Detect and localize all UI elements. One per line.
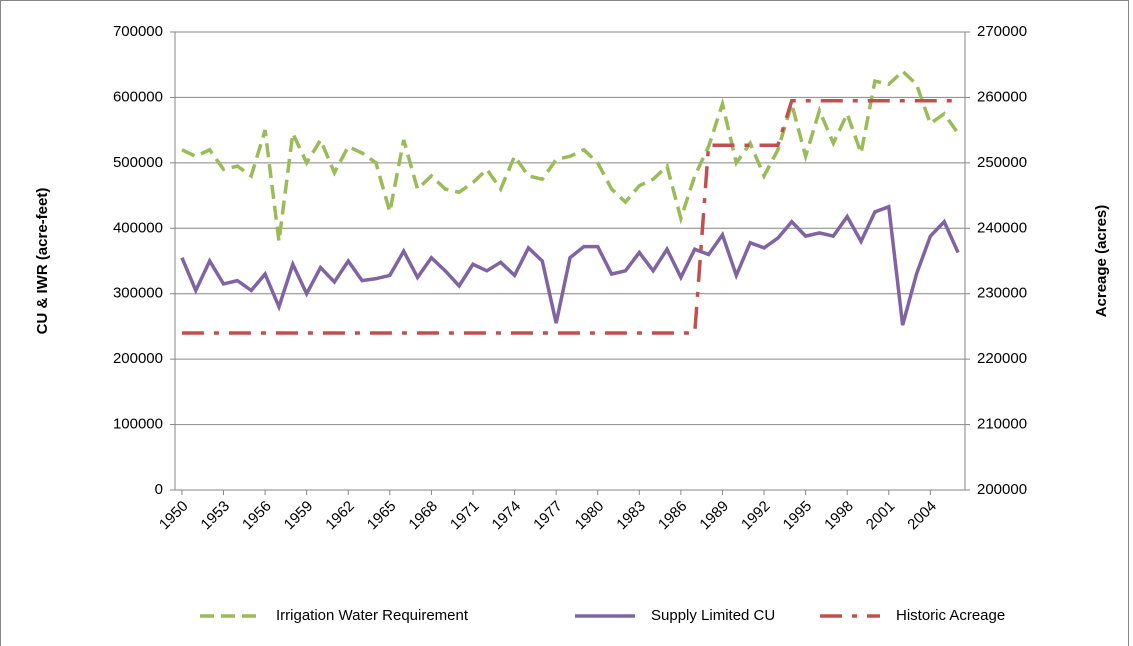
y2-tick-label: 220000 [977,350,1027,367]
x-tick-label: 1989 [696,498,732,534]
x-tick-label: 1974 [489,498,525,534]
y2-tick-label: 210000 [977,416,1027,433]
x-tick-label: 2004 [904,498,940,534]
y2-tick-label: 250000 [977,154,1027,171]
series-line [181,98,959,335]
x-tick-label: 1971 [447,498,483,534]
y-tick-label: 400000 [113,219,163,236]
y2-tick-label: 200000 [977,481,1027,498]
series-line [181,68,960,242]
y-tick-label: 0 [155,481,163,498]
y-tick-label: 100000 [113,416,163,433]
y2-axis-title: Acreage (acres) [1093,205,1110,318]
x-tick-label: 1980 [572,498,608,534]
x-tick-label: 1986 [655,498,691,534]
y2-tick-label: 260000 [977,88,1027,105]
x-tick-label: 1962 [322,498,358,534]
series-line [180,204,960,326]
x-tick-label: 2001 [863,498,899,534]
x-tick-label: 1983 [613,498,649,534]
legend-label: Historic Acreage [896,607,1005,624]
x-tick-label: 1956 [239,498,275,534]
legend-label: Irrigation Water Requirement [276,607,469,624]
x-tick-label: 1977 [530,498,566,534]
x-tick-label: 1959 [281,498,317,534]
legend-label: Supply Limited CU [651,607,775,624]
y-axis-title: CU & IWR (acre-feet) [34,188,51,335]
y2-tick-label: 230000 [977,285,1027,302]
x-tick-label: 1950 [156,498,192,534]
x-tick-label: 1953 [198,498,234,534]
y-tick-label: 200000 [113,350,163,367]
x-tick-label: 1965 [364,498,400,534]
y-tick-label: 500000 [113,154,163,171]
y2-tick-label: 270000 [977,23,1027,40]
y-tick-label: 600000 [113,88,163,105]
y-tick-label: 300000 [113,285,163,302]
x-tick-label: 1968 [405,498,441,534]
x-tick-label: 1995 [780,498,816,534]
x-tick-label: 1998 [821,498,857,534]
y2-tick-label: 240000 [977,219,1027,236]
y-tick-label: 700000 [113,23,163,40]
x-tick-label: 1992 [738,498,774,534]
